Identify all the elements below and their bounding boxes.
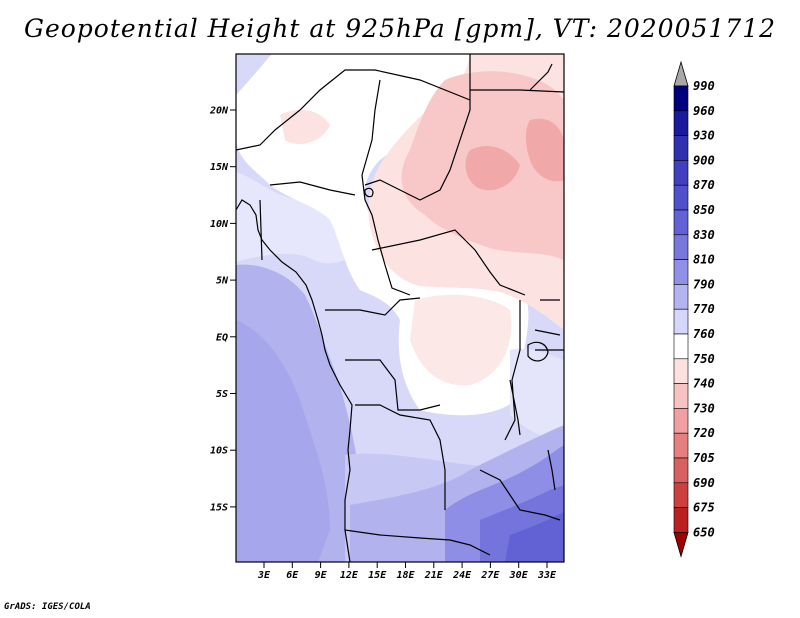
chart-title: Geopotential Height at 925hPa [gpm], VT:… bbox=[23, 14, 777, 43]
west-africa-coastline bbox=[236, 199, 353, 562]
colorbar-box bbox=[673, 160, 689, 186]
colorbar-box bbox=[673, 110, 689, 136]
colorbar-box bbox=[673, 507, 689, 533]
lake-victoria bbox=[527, 341, 549, 362]
lon-label: 18E bbox=[396, 570, 415, 581]
colorbar-label: 750 bbox=[693, 352, 715, 366]
lake-chad bbox=[364, 187, 374, 198]
border-line-3 bbox=[470, 89, 564, 93]
lat-label: 20N bbox=[209, 106, 229, 117]
lon-label: 24E bbox=[452, 570, 472, 581]
colorbar-label: 850 bbox=[693, 203, 715, 217]
border-line-1 bbox=[236, 69, 471, 151]
colorbar: 990 960 930 900 870 850 830 810 790 770 760 750 740 7… bbox=[673, 60, 715, 558]
border-line-6 bbox=[259, 199, 263, 261]
colorbar-label: 705 bbox=[693, 451, 715, 465]
colorbar-box bbox=[673, 259, 689, 285]
longitude-labels: 3E 6E 9E 12E 15E 18E 21E 24E 27E 30E 33E bbox=[257, 570, 557, 581]
east-highland-band bbox=[510, 348, 564, 440]
colorbar-label: 720 bbox=[693, 426, 715, 440]
lon-label: 6E bbox=[286, 570, 299, 581]
border-line-13 bbox=[479, 469, 561, 521]
lat-label: EQ bbox=[216, 332, 228, 343]
colorbar-top-arrow bbox=[673, 60, 689, 87]
level-750-north bbox=[280, 109, 330, 145]
colorbar-label: 740 bbox=[693, 377, 715, 391]
colorbar-box bbox=[673, 333, 689, 360]
lake-tanganyika bbox=[509, 379, 521, 436]
colorbar-box bbox=[673, 135, 689, 161]
colorbar-box bbox=[673, 358, 689, 384]
border-line-5 bbox=[269, 181, 356, 196]
red-sea-coast bbox=[529, 63, 553, 91]
lon-label: 27E bbox=[480, 570, 500, 581]
ocean-shading-deep bbox=[236, 320, 330, 562]
lat-label: 10N bbox=[210, 219, 229, 230]
colorbar-label: 690 bbox=[693, 476, 715, 490]
boundaries bbox=[236, 54, 564, 562]
lat-label: 15S bbox=[210, 502, 228, 513]
colorbar-label: 770 bbox=[693, 302, 715, 316]
colorbar-label: 810 bbox=[693, 253, 715, 267]
lon-label: 12E bbox=[340, 570, 359, 581]
lon-label: 21E bbox=[424, 570, 444, 581]
colorbar-label: 760 bbox=[693, 327, 715, 341]
lake-malawi bbox=[547, 449, 556, 491]
colorbar-box bbox=[673, 482, 689, 508]
colorbar-box bbox=[673, 408, 689, 434]
colorbar-box bbox=[673, 184, 689, 211]
border-line-11 bbox=[355, 404, 446, 510]
axis-ticks bbox=[230, 109, 548, 568]
lon-label: 3E bbox=[257, 570, 271, 581]
colorbar-label: 675 bbox=[693, 501, 715, 515]
height-field bbox=[236, 54, 564, 562]
west-coast-band bbox=[236, 172, 368, 264]
border-line-14 bbox=[534, 299, 564, 351]
lon-label: 30E bbox=[509, 570, 529, 581]
colorbar-label: 870 bbox=[693, 178, 715, 192]
colorbar-label: 830 bbox=[693, 228, 715, 242]
colorbar-box bbox=[673, 432, 689, 459]
colorbar-label: 990 bbox=[693, 79, 715, 93]
colorbar-label: 960 bbox=[693, 104, 715, 118]
level-730-region bbox=[465, 145, 520, 191]
border-line-8 bbox=[325, 297, 421, 316]
level-870-south bbox=[505, 512, 564, 562]
border-line-12 bbox=[344, 529, 491, 556]
map-frame bbox=[235, 53, 565, 563]
grads-credit: GrADS: IGES/COLA bbox=[4, 602, 91, 612]
colorbar-box bbox=[673, 85, 689, 112]
colorbar-box bbox=[673, 234, 689, 260]
level-730-east bbox=[525, 118, 564, 182]
colorbar-label: 730 bbox=[693, 401, 715, 415]
border-line-10 bbox=[504, 300, 521, 441]
border-line-4 bbox=[361, 79, 411, 296]
lon-label: 9E bbox=[315, 570, 328, 581]
level-750-congo bbox=[410, 294, 512, 386]
border-line-7 bbox=[371, 229, 526, 296]
colorbar-box bbox=[673, 457, 689, 484]
lon-label: 33E bbox=[537, 570, 557, 581]
lat-label: 5S bbox=[216, 389, 228, 400]
colorbar-box bbox=[673, 209, 689, 236]
colorbar-box bbox=[673, 383, 689, 409]
lon-label: 15E bbox=[368, 570, 387, 581]
colorbar-label: 650 bbox=[693, 525, 715, 539]
colorbar-bottom-arrow bbox=[673, 532, 689, 558]
border-line-9 bbox=[345, 359, 441, 411]
colorbar-label: 790 bbox=[693, 277, 715, 291]
latitude-labels: 20N 15N 10N 5N EQ 5S 10S 15S bbox=[209, 106, 229, 514]
colorbar-box bbox=[673, 284, 689, 310]
lat-label: 5N bbox=[216, 276, 229, 287]
colorbar-box bbox=[673, 308, 689, 335]
lat-label: 15N bbox=[210, 162, 229, 173]
colorbar-label: 900 bbox=[693, 153, 715, 167]
colorbar-label: 930 bbox=[693, 129, 715, 143]
lat-label: 10S bbox=[210, 446, 228, 457]
border-line-2 bbox=[364, 54, 471, 201]
